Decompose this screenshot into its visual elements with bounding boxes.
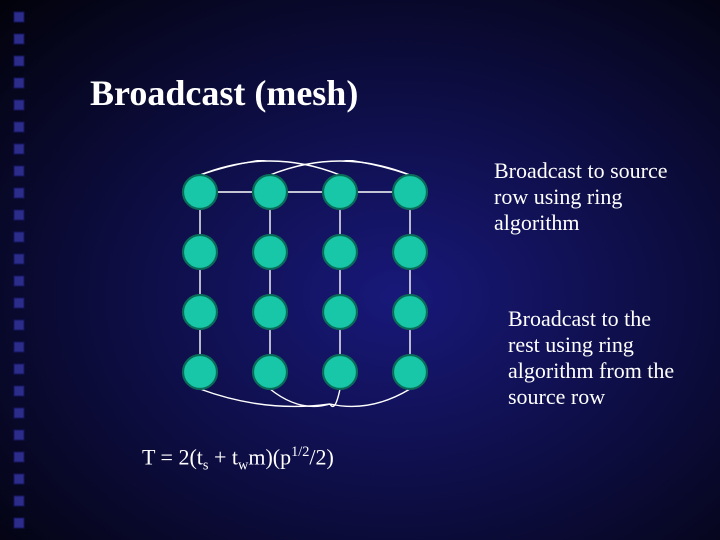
- mesh-node-r1-c0: [183, 235, 217, 269]
- mesh-node-r3-c3: [393, 355, 427, 389]
- annotation-source-row: Broadcast to source row using ring algor…: [494, 158, 670, 236]
- deco-bullet: [14, 166, 24, 176]
- mesh-node-r2-c2: [323, 295, 357, 329]
- deco-bullet: [14, 408, 24, 418]
- deco-bullet: [14, 34, 24, 44]
- bottom-arc-1: [270, 389, 330, 406]
- deco-bullet: [14, 342, 24, 352]
- deco-bullet: [14, 496, 24, 506]
- mesh-node-r0-c0: [183, 175, 217, 209]
- mesh-node-r2-c0: [183, 295, 217, 329]
- deco-bullet: [14, 254, 24, 264]
- deco-bullet: [14, 144, 24, 154]
- deco-bullet: [14, 100, 24, 110]
- ring-arc-top-1: [200, 161, 340, 175]
- ring-arc-top-2: [270, 161, 410, 175]
- mesh-node-r0-c1: [253, 175, 287, 209]
- mesh-node-r1-c1: [253, 235, 287, 269]
- deco-bullet: [14, 210, 24, 220]
- mesh-node-r3-c2: [323, 355, 357, 389]
- time-formula: T = 2(ts + twm)(p1/2/2): [142, 444, 334, 475]
- mesh-node-r1-c2: [323, 235, 357, 269]
- slide-title: Broadcast (mesh): [90, 72, 358, 114]
- deco-bullet: [14, 386, 24, 396]
- deco-bullet: [14, 122, 24, 132]
- deco-bullet: [14, 430, 24, 440]
- deco-bullet: [14, 232, 24, 242]
- mesh-node-r0-c3: [393, 175, 427, 209]
- deco-bullet: [14, 12, 24, 22]
- deco-bullet: [14, 320, 24, 330]
- mesh-node-r0-c2: [323, 175, 357, 209]
- bottom-arc-0: [200, 389, 330, 406]
- ring-arc-top-0: [200, 160, 410, 175]
- mesh-node-r3-c0: [183, 355, 217, 389]
- annotation-rest: Broadcast to the rest using ring algorit…: [508, 306, 684, 410]
- deco-bullet: [14, 474, 24, 484]
- deco-bullet: [14, 298, 24, 308]
- bottom-arc-3: [330, 389, 410, 406]
- mesh-node-r1-c3: [393, 235, 427, 269]
- deco-bullet: [14, 276, 24, 286]
- deco-bullet: [14, 452, 24, 462]
- mesh-node-r2-c1: [253, 295, 287, 329]
- deco-bullet: [14, 188, 24, 198]
- mesh-node-r3-c1: [253, 355, 287, 389]
- deco-bullet: [14, 56, 24, 66]
- deco-bullet: [14, 364, 24, 374]
- mesh-node-r2-c3: [393, 295, 427, 329]
- deco-bullet: [14, 78, 24, 88]
- deco-bullet: [14, 518, 24, 528]
- broadcast-mesh-diagram: [170, 160, 470, 420]
